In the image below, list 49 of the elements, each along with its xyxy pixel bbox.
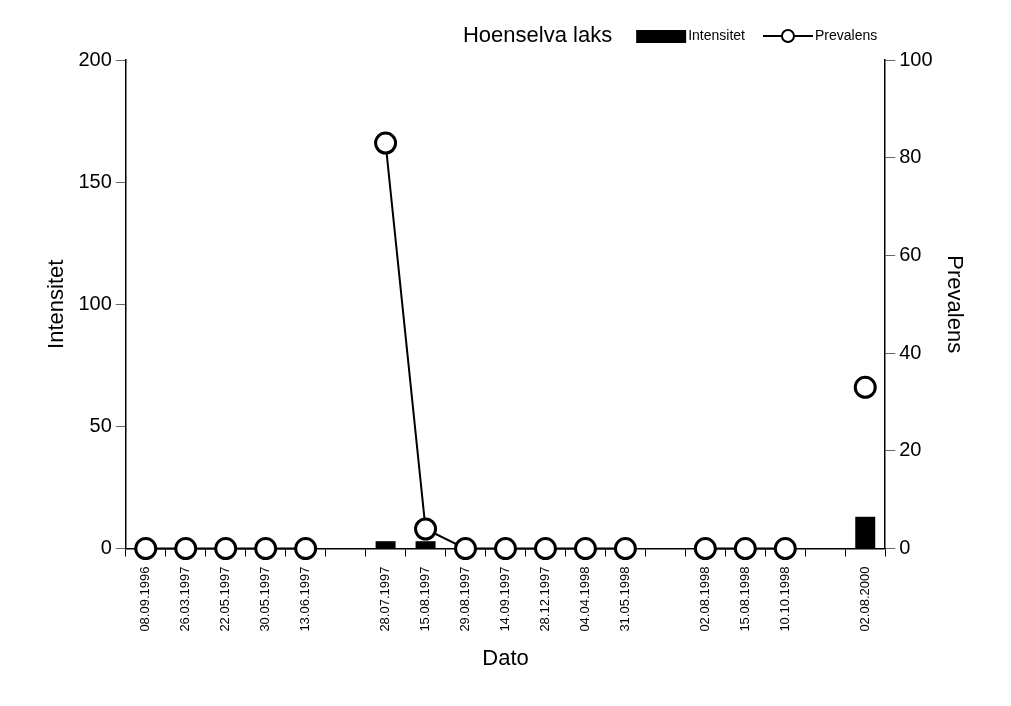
x-tick-label: 29.08.1997 (457, 566, 473, 632)
point (214, 537, 238, 561)
x-tick-label: 31.05.1998 (616, 566, 632, 632)
x-tick-label: 22.05.1997 (217, 566, 233, 632)
y2-tick-label: 20 (899, 438, 922, 461)
x-tick-label: 26.03.1997 (177, 566, 193, 632)
y2-axis-title: Prevalens (942, 255, 968, 354)
chart-title: Hoenselva laks (462, 22, 613, 48)
point (374, 131, 398, 155)
x-tick-label: 28.07.1997 (377, 566, 393, 632)
y-tick-label: 50 (89, 413, 112, 436)
point (294, 537, 318, 561)
x-tick-label: 15.08.1997 (417, 566, 433, 632)
y-tick-label: 150 (78, 169, 112, 192)
legend-label: Intensitet (688, 26, 746, 43)
y2-tick-label: 60 (899, 242, 922, 265)
y2-tick-label: 80 (899, 145, 922, 168)
y-tick-label: 200 (78, 47, 112, 70)
point (573, 537, 597, 561)
point (693, 537, 717, 561)
x-tick-label: 02.08.2000 (856, 566, 872, 632)
x-tick-label: 02.08.1998 (696, 566, 712, 632)
point (533, 537, 557, 561)
point (174, 537, 198, 561)
legend-label: Prevalens (814, 26, 878, 43)
point (414, 517, 438, 541)
x-tick-label: 08.09.1996 (137, 566, 153, 632)
point (773, 537, 797, 561)
x-tick-label: 15.08.1998 (736, 566, 752, 632)
y-axis-title: Intensitet (43, 259, 69, 349)
y-tick-label: 100 (78, 291, 112, 314)
x-tick-label: 10.10.1998 (776, 566, 792, 632)
point (134, 537, 158, 561)
point (733, 537, 757, 561)
point (853, 375, 877, 399)
x-tick-label: 13.06.1997 (297, 566, 313, 632)
x-tick-label: 04.04.1998 (577, 566, 593, 632)
point (254, 537, 278, 561)
x-axis-title: Dato (482, 644, 529, 670)
x-tick-label: 14.09.1997 (497, 566, 513, 632)
point (494, 537, 517, 561)
point (613, 537, 637, 561)
y2-tick-label: 0 (899, 536, 911, 559)
x-tick-label: 28.12.1997 (537, 566, 553, 632)
y2-tick-label: 40 (899, 340, 922, 363)
y2-tick-label: 100 (899, 47, 933, 70)
point (454, 537, 478, 561)
x-tick-label: 30.05.1997 (257, 566, 273, 632)
y-tick-label: 0 (100, 536, 112, 559)
